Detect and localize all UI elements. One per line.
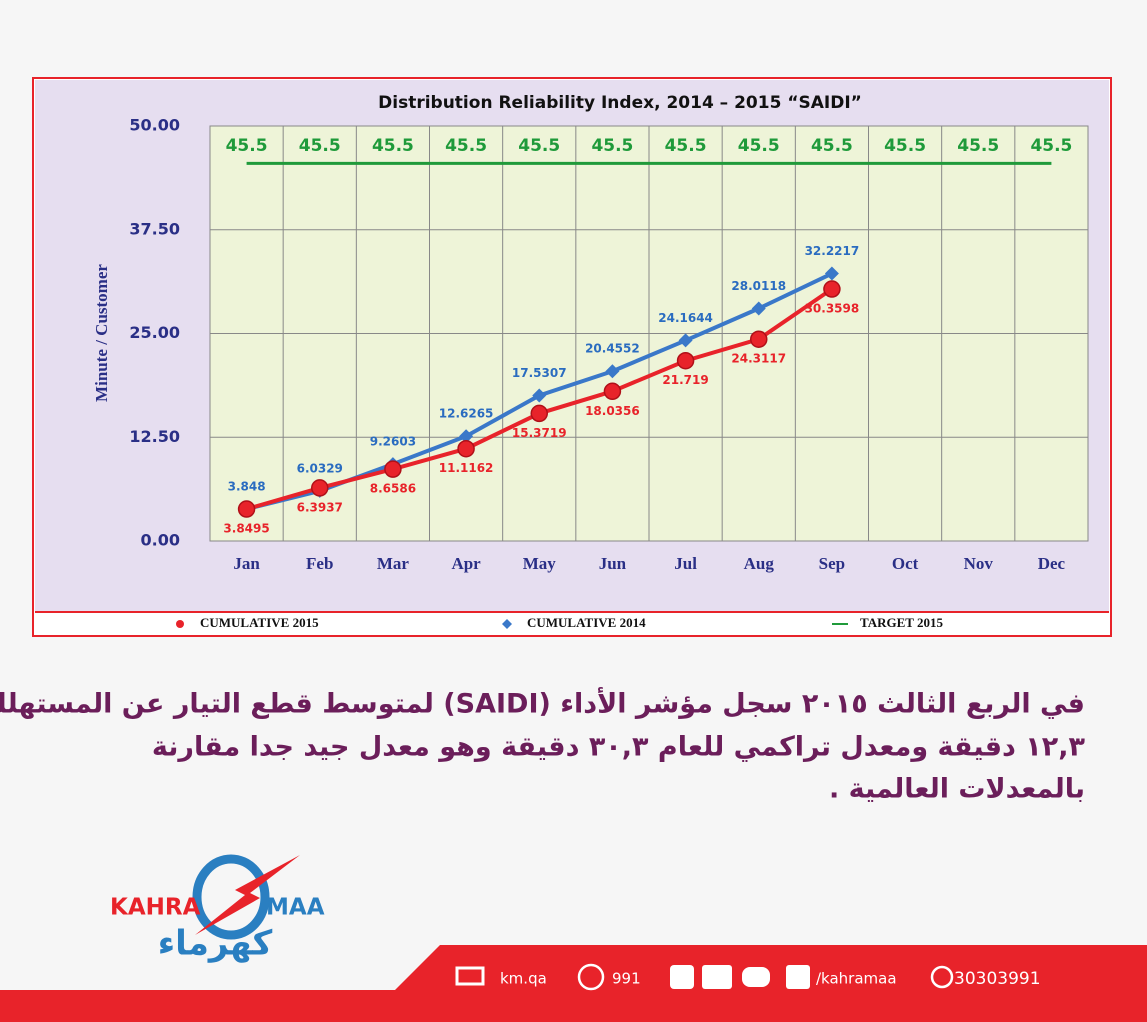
whatsapp: 30303991 bbox=[954, 969, 1041, 989]
logo-arabic: كهرماء bbox=[158, 924, 273, 964]
point bbox=[603, 382, 622, 401]
data-label: 45.5 bbox=[811, 136, 853, 156]
legend-label: TARGET 2015 bbox=[860, 615, 943, 630]
data-label: 24.3117 bbox=[731, 352, 786, 366]
y-axis-label: Minute / Customer bbox=[92, 264, 111, 402]
laptop-icon bbox=[455, 966, 485, 986]
x-tick-label: Jan bbox=[233, 554, 260, 573]
y-tick-label: 12.50 bbox=[129, 427, 180, 446]
caption-line: في الربع الثالث ٢٠١٥ سجل مؤشر الأداء (SA… bbox=[0, 687, 1085, 720]
x-tick-label: Sep bbox=[819, 554, 845, 573]
data-label: 24.1644 bbox=[658, 311, 713, 325]
point bbox=[237, 500, 256, 518]
data-label: 11.1162 bbox=[439, 461, 494, 475]
data-label: 8.6586 bbox=[370, 482, 416, 496]
x-tick-label: Mar bbox=[377, 554, 410, 573]
y-tick-label: 0.00 bbox=[141, 531, 180, 550]
x-tick-label: Jul bbox=[674, 554, 697, 573]
point bbox=[750, 330, 768, 348]
phone: 991 bbox=[612, 970, 641, 988]
x-tick-label: Nov bbox=[964, 554, 994, 573]
gplus-icon bbox=[702, 965, 732, 989]
data-label: 45.5 bbox=[884, 136, 926, 156]
legend-label: CUMULATIVE 2014 bbox=[527, 615, 646, 630]
data-label: 15.3719 bbox=[512, 426, 567, 440]
data-label: 45.5 bbox=[591, 136, 633, 156]
phone-icon bbox=[577, 963, 605, 991]
data-label: 28.0118 bbox=[731, 279, 786, 293]
y-tick-label: 50.00 bbox=[129, 116, 180, 135]
point bbox=[678, 333, 693, 348]
data-label: 45.5 bbox=[299, 136, 341, 156]
social: /kahramaa bbox=[816, 970, 897, 988]
x-tick-label: May bbox=[523, 554, 557, 573]
caption: في الربع الثالث ٢٠١٥ سجل مؤشر الأداء (SA… bbox=[0, 687, 1086, 805]
y-tick-label: 37.50 bbox=[129, 219, 180, 238]
data-label: 9.2603 bbox=[370, 435, 416, 449]
logo-text: KAHRA bbox=[110, 895, 201, 921]
data-label: 20.4552 bbox=[585, 342, 640, 356]
point bbox=[459, 429, 474, 444]
caption-line: ١٢,٣ دقيقة ومعدل تراكمي للعام ٣٠,٣ دقيقة… bbox=[152, 732, 1086, 763]
legend-label: CUMULATIVE 2015 bbox=[200, 615, 319, 630]
whatsapp-icon bbox=[930, 965, 954, 989]
point bbox=[751, 301, 766, 316]
x-tick-label: Aug bbox=[744, 554, 775, 573]
instagram-icon bbox=[670, 965, 694, 989]
data-label: 45.5 bbox=[665, 136, 707, 156]
data-label: 17.5307 bbox=[512, 366, 567, 380]
data-label: 45.5 bbox=[445, 136, 487, 156]
legend-marker bbox=[502, 619, 512, 629]
x-tick-label: Dec bbox=[1038, 554, 1066, 573]
caption-line: بالمعدلات العالمية . bbox=[829, 774, 1085, 805]
data-label: 45.5 bbox=[1030, 136, 1072, 156]
point bbox=[823, 280, 841, 298]
point bbox=[457, 439, 475, 458]
point bbox=[676, 351, 695, 370]
logo: KAHRA MAA كهرماء bbox=[110, 854, 325, 964]
footer-band bbox=[0, 945, 1147, 1022]
point bbox=[530, 404, 548, 423]
footer: km.qa 991 /kahramaa 30303991 bbox=[455, 963, 1041, 991]
x-tick-label: Jun bbox=[599, 554, 627, 573]
point bbox=[384, 460, 402, 478]
x-tick-label: Oct bbox=[892, 554, 919, 573]
data-label: 18.0356 bbox=[585, 404, 640, 418]
data-label: 45.5 bbox=[226, 136, 268, 156]
data-label: 45.5 bbox=[738, 136, 780, 156]
data-label: 30.3598 bbox=[805, 302, 860, 316]
data-label: 45.5 bbox=[957, 136, 999, 156]
data-label: 6.3937 bbox=[297, 500, 343, 514]
logo-bolt bbox=[195, 855, 300, 935]
logo-ring bbox=[192, 854, 270, 940]
y-tick-label: 25.00 bbox=[129, 323, 180, 342]
x-tick-label: Feb bbox=[306, 554, 333, 573]
data-label: 21.719 bbox=[662, 373, 708, 387]
data-label: 45.5 bbox=[518, 136, 560, 156]
data-label: 12.6265 bbox=[439, 407, 494, 421]
data-label: 3.848 bbox=[228, 480, 266, 494]
website: km.qa bbox=[500, 970, 547, 988]
data-label: 32.2217 bbox=[805, 244, 860, 258]
data-label: 6.0329 bbox=[297, 461, 343, 475]
point bbox=[532, 388, 547, 403]
point bbox=[605, 364, 620, 379]
logo-text: MAA bbox=[266, 895, 325, 921]
point bbox=[311, 479, 329, 497]
data-label: 45.5 bbox=[372, 136, 414, 156]
data-label: 3.8495 bbox=[223, 522, 269, 536]
chart-title: Distribution Reliability Index, 2014 – 2… bbox=[378, 93, 862, 113]
facebook-icon bbox=[786, 965, 810, 989]
point bbox=[824, 266, 839, 281]
legend-marker bbox=[176, 620, 184, 628]
x-tick-label: Apr bbox=[451, 554, 481, 573]
twitter-icon bbox=[742, 967, 770, 987]
